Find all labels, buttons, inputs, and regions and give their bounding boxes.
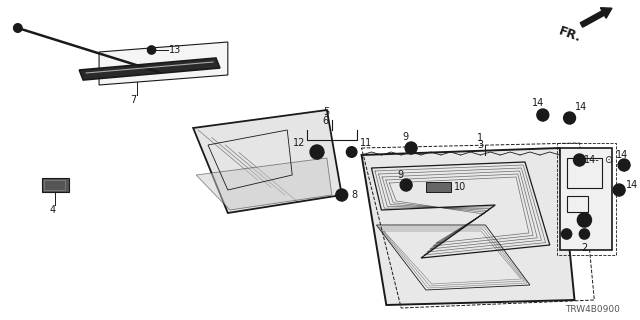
Text: FR.: FR. xyxy=(556,25,582,45)
Text: ⊙: ⊙ xyxy=(604,155,612,165)
Polygon shape xyxy=(42,178,69,192)
Circle shape xyxy=(400,179,412,191)
Polygon shape xyxy=(99,42,228,85)
Polygon shape xyxy=(196,158,332,210)
Circle shape xyxy=(618,159,630,171)
Circle shape xyxy=(540,112,545,118)
Polygon shape xyxy=(79,58,220,80)
Circle shape xyxy=(579,229,589,239)
Circle shape xyxy=(403,182,409,188)
Text: 12: 12 xyxy=(292,138,305,148)
Text: 9: 9 xyxy=(397,170,403,180)
Circle shape xyxy=(346,146,358,158)
Text: 14: 14 xyxy=(616,150,628,160)
Circle shape xyxy=(613,184,625,196)
Circle shape xyxy=(621,162,627,168)
Text: 14: 14 xyxy=(626,180,638,190)
Text: 10: 10 xyxy=(454,182,466,192)
Circle shape xyxy=(310,145,324,159)
Text: 6: 6 xyxy=(323,116,329,126)
Circle shape xyxy=(405,142,417,154)
Text: 9: 9 xyxy=(402,132,408,142)
Circle shape xyxy=(573,154,586,166)
Circle shape xyxy=(567,115,572,121)
Text: 14: 14 xyxy=(575,102,587,112)
Polygon shape xyxy=(426,182,451,192)
Text: 13: 13 xyxy=(170,45,182,55)
Text: TRW4B0900: TRW4B0900 xyxy=(564,306,620,315)
Circle shape xyxy=(339,192,344,198)
Circle shape xyxy=(13,23,23,33)
Text: 1: 1 xyxy=(477,133,483,143)
Text: 7: 7 xyxy=(131,95,137,105)
Circle shape xyxy=(336,189,348,201)
Text: 5: 5 xyxy=(323,107,329,117)
Text: 14: 14 xyxy=(532,98,544,108)
Circle shape xyxy=(148,46,156,54)
Polygon shape xyxy=(193,110,342,213)
Circle shape xyxy=(562,229,572,239)
Circle shape xyxy=(314,149,320,155)
Circle shape xyxy=(537,109,548,121)
Circle shape xyxy=(616,187,622,193)
Text: 3: 3 xyxy=(477,140,483,150)
Text: 11: 11 xyxy=(360,138,372,148)
Circle shape xyxy=(577,213,591,227)
Text: 14-: 14- xyxy=(584,155,600,165)
FancyArrow shape xyxy=(580,8,612,27)
Text: 2: 2 xyxy=(581,243,588,253)
Circle shape xyxy=(564,112,575,124)
Text: 8: 8 xyxy=(351,190,358,200)
Polygon shape xyxy=(362,148,575,305)
Text: 4: 4 xyxy=(49,205,56,215)
Circle shape xyxy=(408,145,413,151)
Polygon shape xyxy=(559,148,612,250)
Circle shape xyxy=(577,157,582,163)
